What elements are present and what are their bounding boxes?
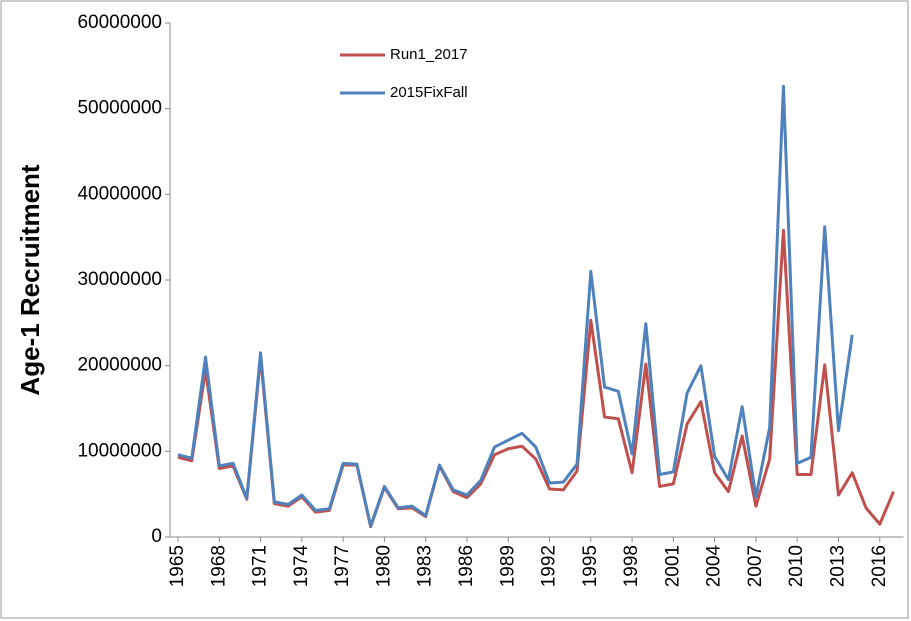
series-line — [177, 84, 854, 528]
x-tick-label: 1980 — [373, 545, 394, 587]
x-tick-label: 1971 — [250, 545, 271, 587]
x-tick-label: 1977 — [332, 545, 353, 587]
x-tick-label: 2013 — [827, 545, 848, 587]
x-tick-label: 1998 — [621, 545, 642, 587]
x-tick-label: 1983 — [415, 545, 436, 587]
x-tick-label: 1992 — [539, 545, 560, 587]
x-tick-label: 1989 — [497, 545, 518, 587]
y-tick-label: 50000000 — [77, 98, 162, 119]
y-tick-label: 0 — [151, 526, 162, 547]
x-tick-label: 2007 — [745, 545, 766, 587]
y-tick-label: 20000000 — [77, 355, 162, 376]
y-tick-label: 30000000 — [77, 269, 162, 290]
x-tick-label: 2001 — [662, 545, 683, 587]
x-tick-label: 1986 — [456, 545, 477, 587]
y-tick-label: 10000000 — [77, 440, 162, 461]
x-tick-label: 2010 — [786, 545, 807, 587]
y-axis-label: Age-1 Recruitment — [15, 164, 45, 395]
legend-label: 2015FixFall — [390, 84, 468, 101]
legend-label: Run1_2017 — [390, 46, 468, 63]
x-tick-label: 1968 — [208, 545, 229, 587]
y-tick-label: 60000000 — [77, 12, 162, 33]
x-tick-label: 2004 — [704, 545, 725, 588]
y-tick-label: 40000000 — [77, 183, 162, 204]
x-tick-label: 2016 — [869, 545, 890, 587]
x-tick-label: 1974 — [291, 545, 312, 588]
x-tick-label: 1995 — [580, 545, 601, 587]
x-tick-label: 1965 — [167, 545, 188, 587]
